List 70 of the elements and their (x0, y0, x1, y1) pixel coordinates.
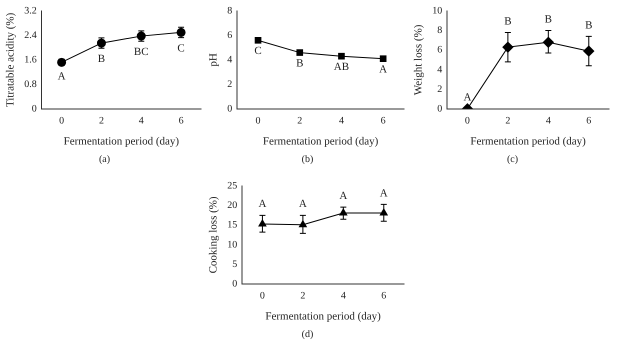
y-tick-label: 6 (437, 44, 442, 56)
annotation: A (380, 187, 388, 200)
text: (c) (506, 154, 520, 165)
x-axis-title: Fermentation period (day) (265, 310, 382, 322)
x-tick-label: 0 (464, 115, 470, 126)
y-tick-label: 0.8 (24, 78, 37, 90)
y-axis-title: Titratable acidity (%) (4, 12, 16, 108)
x-axis-title: Fermentation period (day) (262, 135, 379, 148)
x-tick-label: 0 (260, 290, 265, 302)
x-tick-label: 6 (380, 115, 386, 126)
point (380, 55, 386, 62)
x-tick-label: 0 (256, 115, 261, 126)
x-tick-label: 4 (338, 115, 344, 126)
y-tick-label: 6 (227, 30, 232, 42)
y-tick-label: 2.4 (24, 30, 37, 42)
point (296, 49, 304, 56)
point (254, 37, 262, 44)
y-tick-label: 20 (227, 200, 238, 212)
y-tick-label: 3.2 (24, 6, 37, 17)
annotation: C (177, 42, 185, 54)
y-tick-label: 2 (227, 78, 232, 90)
y-tick-label: 0 (437, 103, 442, 114)
x-tick-label: 6 (586, 115, 592, 126)
annotation: BC (134, 46, 149, 58)
y-tick-label: 10 (227, 239, 238, 250)
y-tick-label: 0 (32, 103, 37, 114)
annotation: A (58, 70, 66, 82)
y-axis-title: Weight loss (%) (412, 24, 424, 96)
y-tick-label: 15 (227, 220, 238, 231)
x-tick-label: 4 (546, 115, 551, 126)
y-tick-label: 4 (227, 54, 232, 66)
annotation: A (258, 198, 266, 210)
point (338, 52, 345, 60)
annotation: B (544, 13, 552, 26)
annotation: B (98, 53, 106, 66)
y-axis-title: pH (207, 53, 220, 67)
y-tick-label: 0 (227, 103, 232, 114)
annotation: B (504, 15, 512, 28)
y-tick-label: 0 (232, 278, 238, 290)
x-tick-label: 2 (505, 115, 510, 126)
x-tick-label: 2 (98, 115, 104, 126)
x-tick-label: 6 (381, 290, 386, 302)
x-tick-label: 2 (297, 115, 302, 126)
y-axis-title: Cooking loss (%) (207, 196, 220, 274)
annotation: C (254, 45, 262, 58)
annotation: A (463, 92, 472, 104)
y-tick-label: 5 (232, 258, 238, 270)
y-tick-label: 8 (437, 25, 442, 36)
text: (b) (300, 154, 314, 165)
x-axis-title: Fermentation period (day) (64, 135, 180, 148)
y-tick-label: 10 (432, 6, 442, 17)
annotation: B (296, 57, 304, 70)
text: (d) (300, 329, 314, 340)
x-tick-label: 4 (340, 290, 346, 302)
x-axis-title: Fermentation period (day) (470, 135, 586, 148)
y-tick-label: 2 (437, 84, 442, 95)
x-tick-label: 0 (59, 115, 64, 126)
annotation: A (339, 190, 348, 202)
y-tick-label: 1.6 (24, 54, 37, 66)
y-tick-label: 4 (437, 64, 442, 76)
x-tick-label: 4 (138, 115, 144, 126)
annotation: B (585, 19, 592, 32)
text: (a) (98, 154, 112, 165)
x-tick-label: 6 (178, 115, 184, 126)
y-tick-label: 8 (227, 6, 232, 17)
annotation: AB (334, 61, 350, 74)
y-tick-label: 25 (227, 180, 238, 192)
x-tick-label: 2 (300, 290, 306, 302)
annotation: A (298, 198, 307, 210)
annotation: A (379, 64, 388, 76)
